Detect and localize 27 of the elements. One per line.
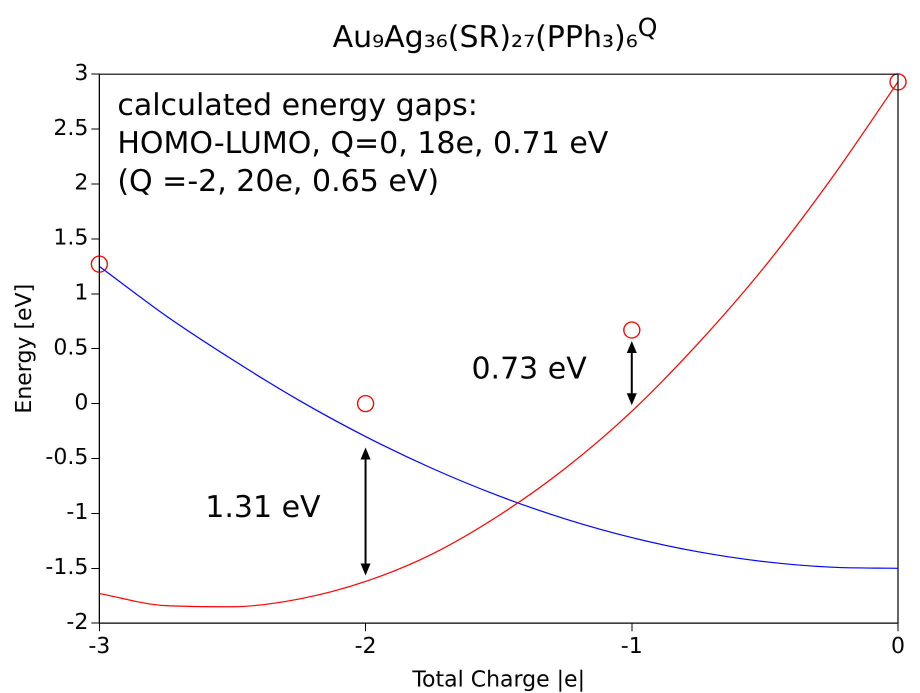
point <box>90 256 108 273</box>
point <box>889 73 907 91</box>
y-tick-label: -1.5 <box>45 555 88 580</box>
y-tick-label: 1 <box>74 280 88 306</box>
annotation: calculated energy gaps: <box>117 88 478 123</box>
x-tick-label: -1 <box>620 634 643 660</box>
annotation: 1.31 eV <box>205 490 322 525</box>
y-tick-label: 1.5 <box>53 226 88 251</box>
y-tick-label: -1 <box>66 500 88 526</box>
y-tick-label: -0.5 <box>45 445 88 470</box>
x-tick-label: 0 <box>891 634 905 660</box>
x-axis-title: Total Charge |e| <box>411 668 585 693</box>
x-tick-label: -2 <box>354 634 377 660</box>
annotation: HOMO-LUMO, Q=0, 18e, 0.71 eV <box>117 126 609 161</box>
y-tick-label: 2 <box>74 170 88 196</box>
y-tick-label: 2.5 <box>53 116 88 141</box>
x-tick-label: -3 <box>88 634 110 660</box>
y-tick-label: 0 <box>74 390 88 416</box>
y-tick-label: -2 <box>66 610 88 635</box>
point <box>623 321 640 339</box>
chart-title: Au₉Ag₃₆(SR)₂₇(PPh₃)₆$^{Q}$ <box>332 12 658 57</box>
y-tick-label: 3 <box>74 60 88 86</box>
y-tick-label: 0.5 <box>53 335 88 360</box>
annotation: (Q =-2, 20e, 0.65 eV) <box>117 164 440 199</box>
y-axis-title: Energy [eV] <box>12 284 37 414</box>
annotation: 0.73 eV <box>471 351 588 386</box>
point <box>356 394 374 412</box>
